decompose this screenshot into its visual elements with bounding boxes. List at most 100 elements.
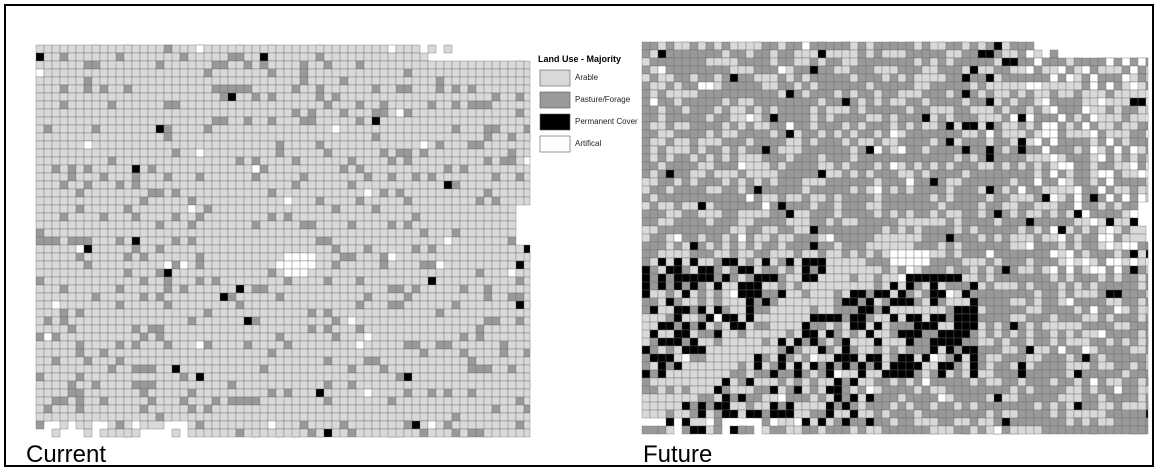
parcel: [1058, 258, 1066, 266]
parcel: [236, 85, 244, 93]
parcel: [124, 77, 132, 85]
parcel: [204, 413, 212, 421]
parcel: [794, 274, 802, 282]
parcel: [308, 229, 316, 237]
parcel: [516, 61, 524, 69]
parcel: [340, 341, 348, 349]
parcel: [642, 130, 650, 138]
parcel: [810, 282, 818, 290]
parcel: [404, 53, 412, 61]
parcel: [60, 421, 68, 429]
parcel: [180, 253, 188, 261]
parcel: [898, 114, 906, 122]
parcel: [420, 237, 428, 245]
parcel: [524, 317, 530, 325]
parcel: [148, 373, 156, 381]
parcel: [36, 85, 44, 93]
parcel: [484, 141, 492, 149]
parcel: [436, 429, 444, 437]
parcel: [468, 221, 476, 229]
parcel: [356, 93, 364, 101]
parcel: [866, 162, 874, 170]
parcel: [746, 170, 754, 178]
parcel: [492, 157, 500, 165]
parcel: [1010, 250, 1018, 258]
parcel: [180, 173, 188, 181]
parcel: [204, 341, 212, 349]
parcel: [508, 93, 516, 101]
parcel: [650, 138, 658, 146]
parcel: [364, 421, 372, 429]
parcel: [196, 93, 204, 101]
parcel: [794, 290, 802, 298]
parcel: [44, 181, 52, 189]
parcel: [516, 325, 524, 333]
parcel: [882, 274, 890, 282]
parcel: [516, 181, 524, 189]
parcel: [730, 98, 738, 106]
parcel: [476, 269, 484, 277]
parcel: [84, 197, 92, 205]
parcel: [954, 282, 962, 290]
parcel: [164, 181, 172, 189]
parcel: [922, 250, 930, 258]
parcel: [116, 357, 124, 365]
parcel: [156, 197, 164, 205]
parcel: [826, 58, 834, 66]
parcel: [292, 245, 300, 253]
parcel: [516, 349, 524, 357]
parcel: [810, 98, 818, 106]
parcel: [1050, 98, 1058, 106]
parcel: [44, 341, 52, 349]
parcel: [228, 101, 236, 109]
parcel: [826, 74, 834, 82]
parcel: [92, 317, 100, 325]
parcel: [722, 98, 730, 106]
parcel: [172, 149, 180, 157]
parcel: [124, 205, 132, 213]
parcel: [492, 197, 500, 205]
parcel: [396, 405, 404, 413]
parcel: [722, 202, 730, 210]
parcel: [228, 365, 236, 373]
parcel: [380, 301, 388, 309]
parcel: [316, 373, 324, 381]
parcel: [124, 69, 132, 77]
parcel: [292, 349, 300, 357]
parcel: [970, 234, 978, 242]
parcel: [44, 45, 52, 53]
parcel: [220, 293, 228, 301]
parcel: [642, 114, 650, 122]
parcel: [722, 130, 730, 138]
parcel: [404, 333, 412, 341]
parcel: [922, 58, 930, 66]
parcel: [898, 138, 906, 146]
parcel: [930, 178, 938, 186]
parcel: [164, 229, 172, 237]
parcel: [970, 98, 978, 106]
parcel: [140, 197, 148, 205]
parcel: [140, 221, 148, 229]
parcel: [316, 325, 324, 333]
parcel: [1138, 178, 1146, 186]
parcel: [674, 226, 682, 234]
parcel: [60, 293, 68, 301]
parcel: [650, 106, 658, 114]
parcel: [986, 90, 994, 98]
parcel: [906, 82, 914, 90]
parcel: [1058, 82, 1066, 90]
parcel: [690, 58, 698, 66]
parcel: [1138, 290, 1146, 298]
parcel: [244, 93, 252, 101]
parcel: [508, 165, 516, 173]
parcel: [172, 189, 180, 197]
parcel: [204, 165, 212, 173]
parcel: [874, 90, 882, 98]
parcel: [786, 130, 794, 138]
parcel: [100, 213, 108, 221]
parcel: [404, 293, 412, 301]
parcel: [508, 189, 516, 197]
parcel: [818, 82, 826, 90]
parcel: [116, 397, 124, 405]
parcel: [300, 245, 308, 253]
